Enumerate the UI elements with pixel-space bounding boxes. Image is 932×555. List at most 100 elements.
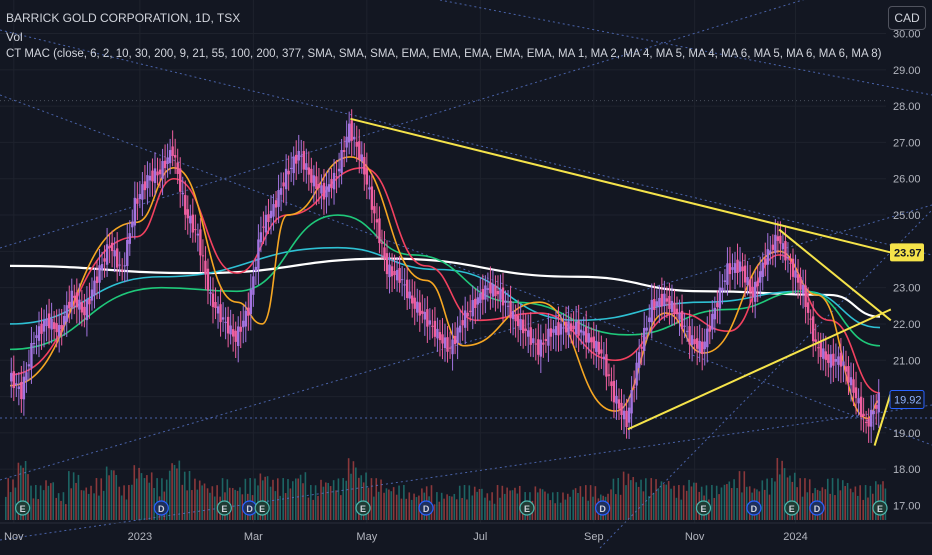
trendline[interactable] — [350, 117, 892, 254]
candle-body — [514, 314, 517, 322]
candle-body — [524, 328, 527, 331]
trendline[interactable] — [627, 308, 892, 431]
candle-body — [751, 286, 754, 297]
earnings-marker[interactable] — [519, 500, 535, 516]
volume-bar — [846, 482, 849, 520]
candle-body — [602, 356, 606, 360]
volume-bar — [619, 494, 622, 520]
candle-body — [817, 347, 820, 349]
candle-body — [708, 325, 711, 332]
candle-body — [597, 341, 601, 355]
price-axis[interactable]: 30.0029.0028.0027.0026.0025.0024.0023.00… — [889, 29, 925, 513]
volume-bar — [839, 490, 842, 520]
candle-body — [804, 285, 807, 308]
earnings-marker[interactable] — [254, 500, 270, 516]
candle-body — [605, 354, 608, 377]
volume-bar — [645, 478, 647, 520]
earnings-marker[interactable] — [15, 500, 31, 516]
candle-body — [95, 276, 99, 284]
volume-bar — [673, 485, 675, 520]
candle-body — [337, 168, 341, 172]
candle-body — [801, 284, 805, 294]
volume-bar — [45, 480, 47, 520]
candle-body — [519, 319, 522, 331]
candle-body — [695, 338, 699, 349]
candle-body — [516, 315, 520, 326]
indicator-legend[interactable]: CT MAC (close, 6, 2, 10, 30, 200, 9, 21,… — [6, 48, 882, 60]
volume-bar — [493, 503, 496, 520]
dividend-marker[interactable] — [809, 500, 825, 516]
candle-body — [126, 239, 129, 266]
candle-body — [680, 310, 684, 330]
candle-body — [703, 341, 706, 350]
candle-body — [234, 330, 237, 342]
yellow-trendlines[interactable] — [350, 117, 892, 446]
volume-bar — [801, 496, 804, 520]
candle-body — [753, 281, 757, 302]
candle-body — [231, 329, 235, 337]
volume-bar — [541, 489, 544, 520]
candle-body — [832, 353, 835, 366]
candle-body — [12, 371, 15, 389]
candle-body — [456, 327, 459, 344]
candle-body — [100, 264, 104, 270]
earnings-marker[interactable] — [784, 500, 800, 516]
candle-body — [728, 263, 732, 275]
volume-bar — [249, 478, 251, 520]
time-tick-label: 2024 — [783, 531, 807, 543]
volume-bar — [768, 494, 771, 520]
time-axis[interactable]: Nov 2023 Mar May Jul Sep Nov 2024 — [0, 522, 932, 543]
candle-body — [282, 182, 285, 187]
volume-bar — [632, 477, 635, 520]
volume-bar — [57, 493, 60, 520]
volume-bar — [183, 471, 186, 520]
volume-bar — [675, 497, 678, 520]
earnings-marker[interactable] — [695, 500, 712, 516]
candle-body — [370, 186, 374, 210]
candle-body — [579, 329, 583, 333]
candle-body — [587, 333, 590, 343]
candle-body — [224, 321, 227, 323]
dotted-projection-line — [0, 204, 932, 481]
candle-body — [68, 301, 71, 309]
trendline[interactable] — [873, 392, 892, 446]
dividend-marker[interactable] — [418, 500, 434, 516]
price-tick-label: 19.00 — [893, 428, 921, 440]
dividend-marker[interactable] — [153, 500, 169, 516]
candle-body — [590, 337, 593, 343]
volume-bar — [146, 475, 148, 520]
candle-body — [453, 335, 457, 345]
volume-bar — [655, 479, 657, 520]
dividend-marker[interactable] — [746, 500, 762, 516]
volume-bar — [783, 468, 786, 520]
candle-body — [322, 182, 326, 200]
candle-body — [211, 293, 215, 308]
candle-body — [32, 342, 36, 344]
volume-indicator-label[interactable]: Vol — [6, 30, 23, 44]
volume-bar — [347, 458, 350, 520]
volume-bar — [131, 484, 133, 520]
volume-bar — [430, 485, 433, 520]
candle-body — [786, 257, 790, 259]
currency-button[interactable]: CAD — [888, 6, 926, 30]
earnings-marker-label: E — [877, 504, 883, 514]
volume-bar — [83, 490, 85, 520]
candle-body — [859, 396, 863, 418]
earnings-marker[interactable] — [355, 500, 371, 516]
volume-bar — [625, 485, 627, 520]
earnings-marker[interactable] — [216, 500, 232, 516]
trendline[interactable] — [778, 228, 892, 322]
candle-body — [469, 310, 472, 312]
ma-green-line — [9, 214, 881, 351]
earnings-marker[interactable] — [872, 500, 888, 516]
dividend-marker[interactable] — [595, 500, 611, 516]
candle-body — [436, 328, 439, 339]
volume-bar — [143, 478, 146, 520]
candle-body — [632, 386, 636, 388]
candle-body — [534, 343, 537, 345]
time-tick-label: May — [356, 531, 377, 543]
volume-bar — [670, 488, 672, 520]
